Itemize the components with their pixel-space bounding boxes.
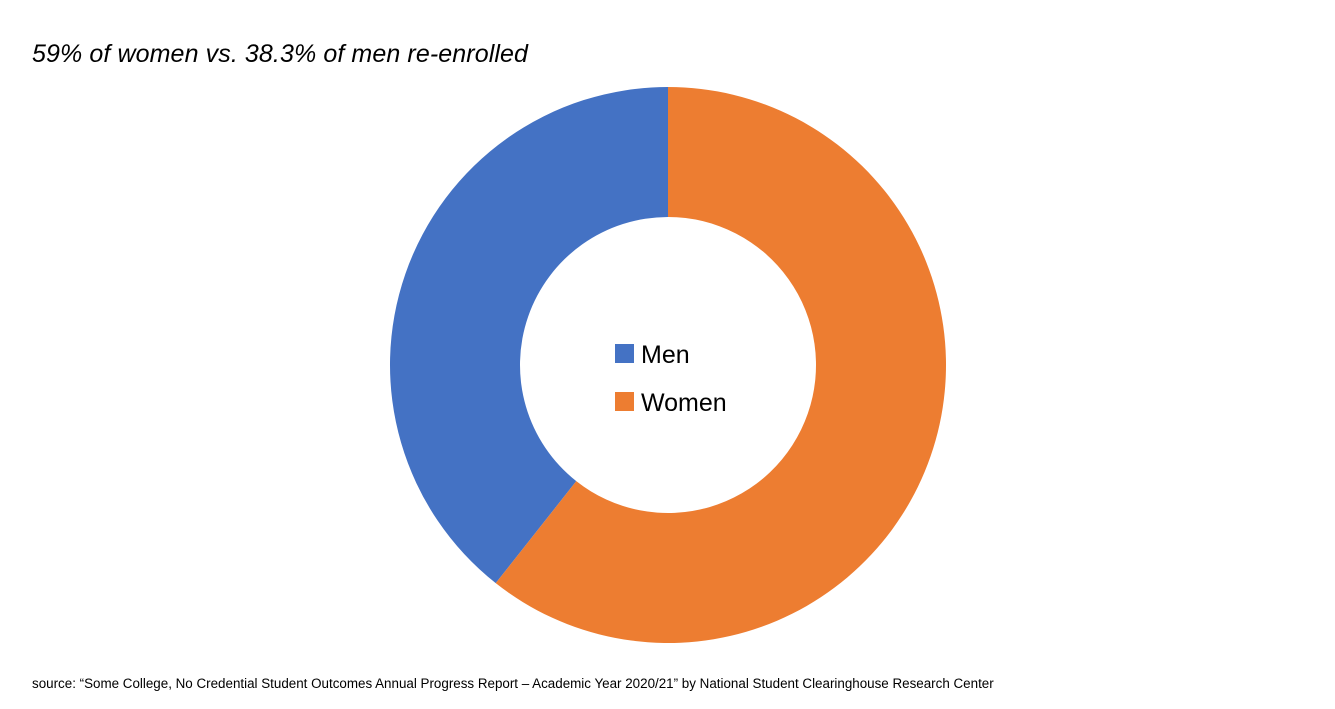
donut-slice-women <box>495 87 947 643</box>
source-note: source: “Some College, No Credential Stu… <box>32 676 994 691</box>
legend-label-women: Women <box>641 389 727 417</box>
chart-title: 59% of women vs. 38.3% of men re-enrolle… <box>32 40 529 68</box>
legend-item-men: Men <box>615 341 690 369</box>
donut-slices <box>390 87 947 643</box>
legend: Men Women <box>615 341 727 417</box>
legend-swatch-women <box>615 392 634 411</box>
legend-label-men: Men <box>641 341 690 369</box>
donut-slice-men <box>390 87 668 584</box>
legend-swatch-men <box>615 344 634 363</box>
legend-item-women: Women <box>615 389 727 417</box>
